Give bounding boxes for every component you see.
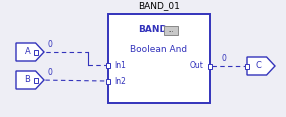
Bar xyxy=(208,64,212,68)
Text: B: B xyxy=(25,75,30,84)
Polygon shape xyxy=(16,71,44,89)
Text: A: A xyxy=(25,48,30,57)
Text: BAND: BAND xyxy=(138,26,168,35)
Bar xyxy=(245,64,249,68)
Text: 0: 0 xyxy=(222,54,227,63)
Polygon shape xyxy=(16,43,44,61)
Bar xyxy=(33,49,37,55)
Text: Out: Out xyxy=(190,62,204,71)
Bar xyxy=(164,26,178,35)
Text: 0: 0 xyxy=(47,68,52,77)
Bar xyxy=(33,77,37,82)
Text: 0: 0 xyxy=(47,40,52,49)
Text: ...: ... xyxy=(168,27,174,33)
Polygon shape xyxy=(247,57,275,75)
Text: BAND_01: BAND_01 xyxy=(138,1,180,10)
Bar xyxy=(108,14,210,103)
Text: C: C xyxy=(256,62,261,71)
Text: Boolean And: Boolean And xyxy=(130,46,188,55)
Text: In2: In2 xyxy=(114,77,126,86)
Text: In1: In1 xyxy=(114,60,126,69)
Bar xyxy=(106,79,110,84)
Bar xyxy=(106,62,110,68)
